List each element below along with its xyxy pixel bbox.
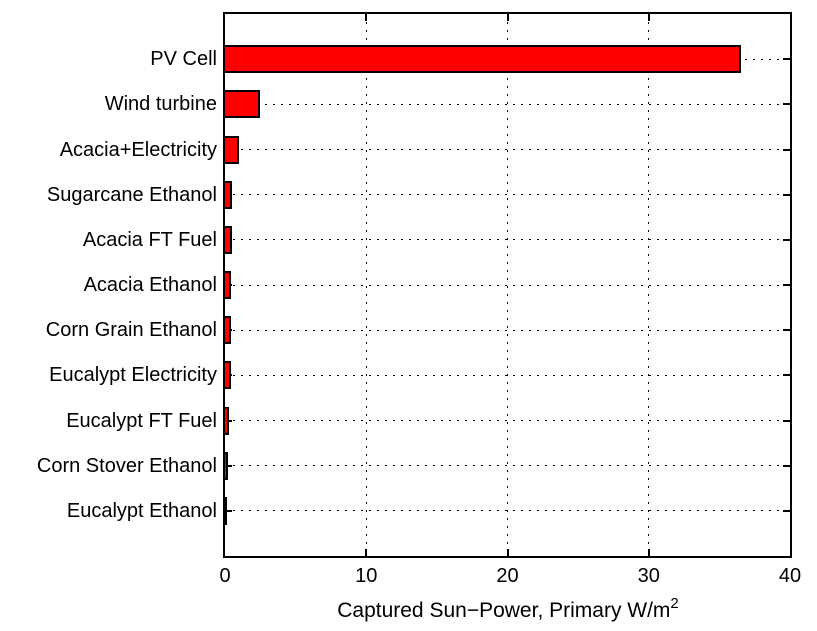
category-label: Acacia FT Fuel [82, 228, 217, 251]
y-tick [783, 58, 790, 61]
y-tick [783, 238, 790, 241]
horizontal-gridline [225, 103, 790, 105]
horizontal-gridline [225, 149, 790, 150]
category-label: Acacia Ethanol [83, 274, 217, 296]
horizontal-gridline [225, 465, 790, 467]
horizontal-gridline [225, 510, 790, 512]
y-tick [225, 464, 232, 467]
y-tick [783, 148, 790, 151]
bar [225, 496, 227, 525]
horizontal-gridline [225, 284, 790, 286]
y-tick [783, 103, 790, 106]
horizontal-gridline [225, 194, 790, 196]
x-tick-label: 40 [778, 565, 802, 587]
category-label: Wind turbine [104, 93, 217, 116]
x-tick-label: 0 [219, 565, 231, 587]
x-tick-label: 20 [496, 565, 519, 587]
bar [225, 361, 231, 390]
bar [225, 90, 261, 119]
y-tick [783, 329, 790, 332]
x-tick-label: 30 [637, 565, 660, 587]
bar [225, 406, 229, 435]
category-label: Acacia+Electricity [59, 138, 217, 161]
x-tick [647, 14, 650, 21]
y-tick [783, 509, 790, 512]
category-label: Corn Grain Ethanol [45, 319, 217, 342]
x-tick [506, 549, 509, 556]
horizontal-gridline [225, 329, 790, 331]
y-tick [225, 509, 232, 512]
bar [225, 180, 233, 209]
x-tick [506, 14, 509, 21]
x-tick-label: 10 [355, 565, 378, 587]
bar [225, 271, 232, 299]
bar [225, 316, 231, 345]
category-label: Corn Stover Ethanol [36, 454, 217, 477]
category-label: Eucalypt Electricity [49, 364, 217, 387]
plot-area [223, 12, 792, 558]
category-label: Eucalypt Ethanol [66, 499, 217, 522]
category-label: PV Cell [150, 48, 217, 71]
x-axis-label-superscript: 2 [670, 595, 679, 612]
horizontal-gridline [225, 420, 790, 421]
horizontal-gridline [225, 374, 790, 376]
bar [225, 225, 233, 254]
x-tick [647, 549, 650, 556]
x-axis-label: Captured Sun−Power, Primary W/m2 [337, 592, 679, 623]
x-tick [365, 549, 368, 556]
y-tick [783, 284, 790, 286]
bar [225, 451, 229, 480]
y-tick [783, 374, 790, 377]
bar [225, 45, 741, 74]
y-tick [783, 419, 790, 422]
category-label: Eucalypt FT Fuel [66, 409, 217, 432]
bar [225, 135, 240, 164]
x-axis-label-text: Captured Sun−Power, Primary W/m [337, 599, 671, 622]
x-tick [365, 14, 368, 21]
y-tick [783, 464, 790, 467]
category-label: Sugarcane Ethanol [46, 183, 217, 206]
horizontal-gridline [225, 239, 790, 241]
y-tick [783, 193, 790, 196]
